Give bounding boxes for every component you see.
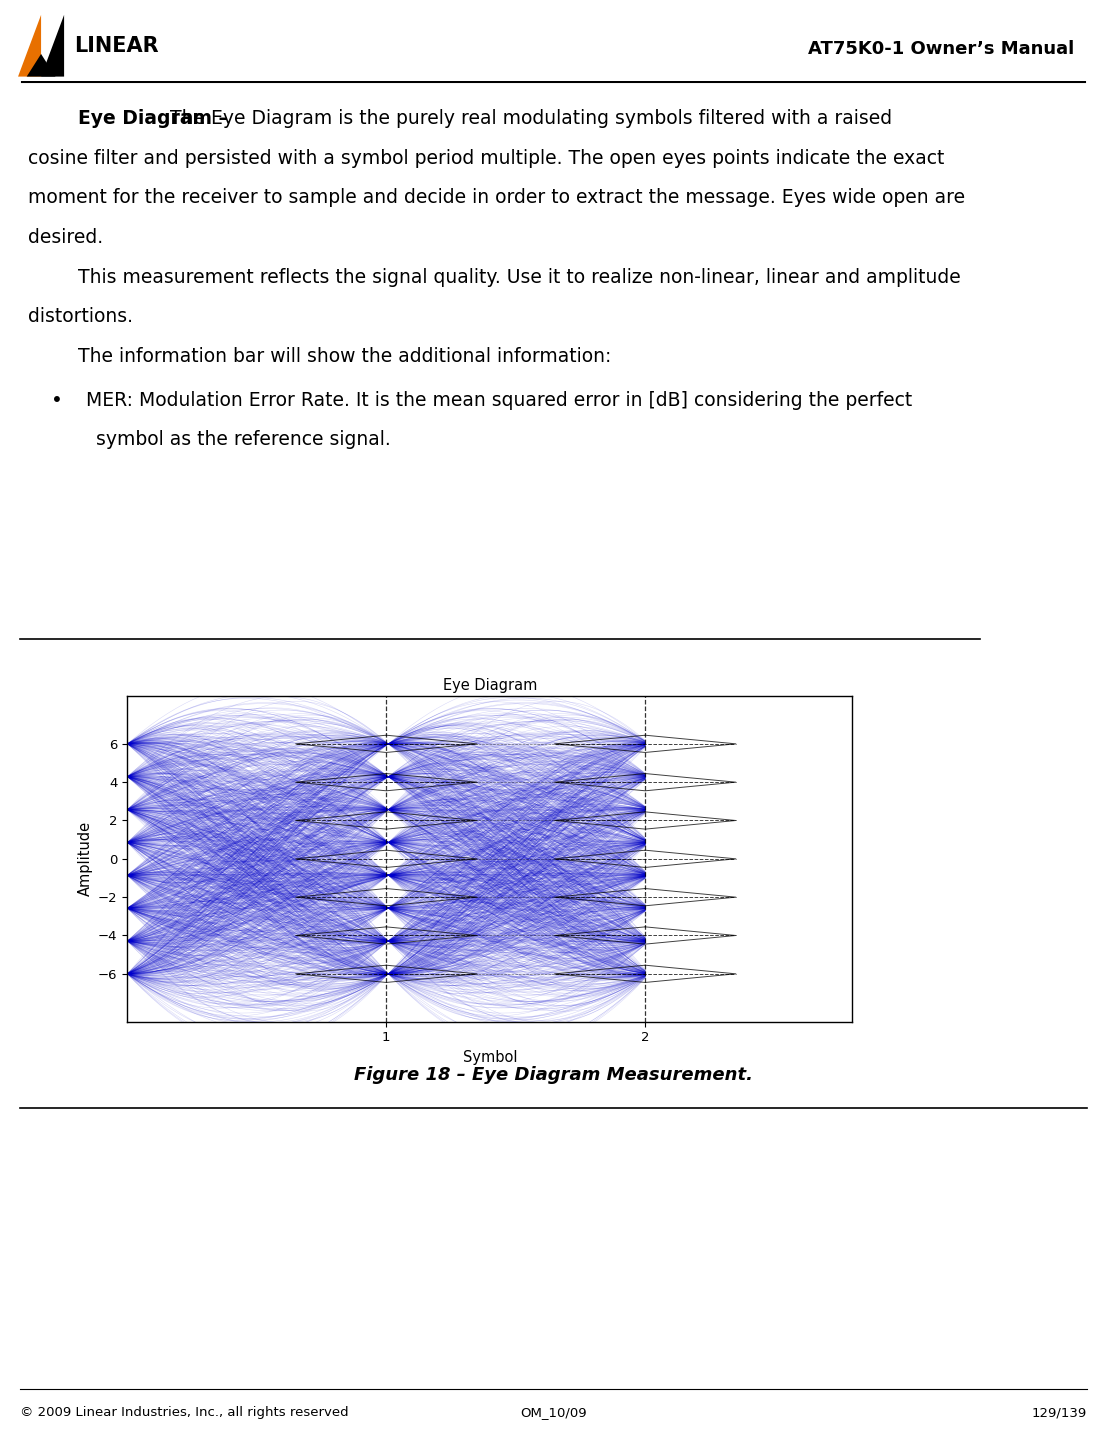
Title: Eye Diagram: Eye Diagram: [443, 679, 537, 693]
Polygon shape: [18, 14, 41, 77]
Text: This measurement reflects the signal quality. Use it to realize non-linear, line: This measurement reflects the signal qua…: [79, 267, 961, 287]
Text: desired.: desired.: [28, 229, 103, 247]
Text: LINEAR: LINEAR: [74, 36, 158, 56]
Text: © 2009 Linear Industries, Inc., all rights reserved: © 2009 Linear Industries, Inc., all righ…: [20, 1406, 349, 1419]
Text: symbol as the reference signal.: symbol as the reference signal.: [96, 430, 391, 449]
Text: MER: Modulation Error Rate. It is the mean squared error in [dB] considering the: MER: Modulation Error Rate. It is the me…: [86, 390, 912, 410]
Text: 129/139: 129/139: [1032, 1406, 1087, 1419]
Text: OM_10/09: OM_10/09: [520, 1406, 587, 1419]
Text: Figure 18 – Eye Diagram Measurement.: Figure 18 – Eye Diagram Measurement.: [354, 1066, 753, 1085]
Text: The Eye Diagram is the purely real modulating symbols filtered with a raised: The Eye Diagram is the purely real modul…: [170, 109, 892, 129]
Text: AT75K0-1 Owner’s Manual: AT75K0-1 Owner’s Manual: [807, 40, 1074, 59]
Polygon shape: [41, 14, 64, 77]
Text: cosine filter and persisted with a symbol period multiple. The open eyes points : cosine filter and persisted with a symbo…: [28, 149, 944, 167]
Y-axis label: Amplitude: Amplitude: [77, 822, 92, 896]
Polygon shape: [27, 54, 55, 77]
Text: moment for the receiver to sample and decide in order to extract the message. Ey: moment for the receiver to sample and de…: [28, 189, 965, 207]
X-axis label: Symbol: Symbol: [463, 1050, 517, 1065]
Text: The information bar will show the additional information:: The information bar will show the additi…: [79, 347, 612, 366]
Text: •: •: [51, 390, 63, 410]
Text: Eye Diagram –: Eye Diagram –: [79, 109, 235, 129]
Text: distortions.: distortions.: [28, 307, 133, 326]
